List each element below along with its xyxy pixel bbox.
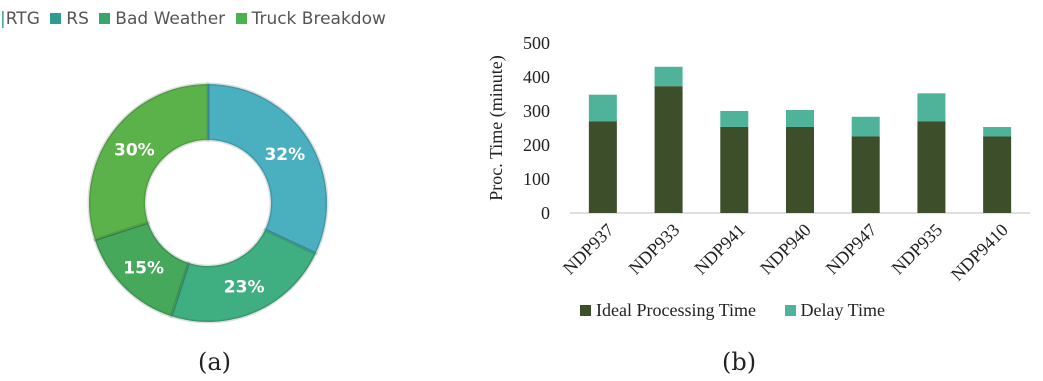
bar-segment bbox=[983, 136, 1012, 213]
bar-segment bbox=[786, 126, 814, 213]
legend-label-delay: Delay Time bbox=[800, 300, 886, 320]
bar-segment bbox=[851, 136, 880, 213]
bar-segment bbox=[983, 126, 1012, 137]
donut-slice-label: 32% bbox=[264, 145, 305, 165]
donut-chart-panel: |RTG RS Bad Weather Truck Breakdow 32% 23… bbox=[0, 0, 440, 381]
donut-legend-item: RS bbox=[50, 9, 89, 29]
x-tick-label: NDP933 bbox=[625, 220, 684, 279]
x-tick-label: NDP937 bbox=[559, 220, 618, 279]
bar-segment bbox=[654, 66, 683, 87]
bar-segment bbox=[720, 126, 749, 213]
bar-segment bbox=[917, 121, 946, 213]
legend-label-ideal: Ideal Processing Time bbox=[596, 300, 756, 320]
donut-slice bbox=[169, 227, 318, 324]
bar-segment bbox=[588, 94, 617, 122]
x-tick-label: NDP941 bbox=[690, 220, 749, 279]
donut-slice bbox=[206, 82, 329, 256]
bar-segment bbox=[786, 109, 814, 127]
y-tick-label: 100 bbox=[523, 169, 550, 189]
legend-label-truck-breakdown: Truck Breakdow bbox=[251, 9, 386, 29]
bar-segment bbox=[917, 93, 946, 122]
bar-legend: Ideal Processing Time Delay Time bbox=[580, 300, 909, 321]
stacked-bar-chart: 0 100 200 300 400 500 Proc. Time (minute) NDP93… bbox=[486, 33, 1030, 285]
y-tick-label: 500 bbox=[523, 33, 550, 53]
y-tick-label: 400 bbox=[523, 67, 550, 87]
bar-legend-item: Ideal Processing Time bbox=[580, 300, 756, 321]
legend-label-rs: RS bbox=[66, 9, 89, 29]
legend-label-bad-weather: Bad Weather bbox=[115, 9, 226, 29]
x-tick-label: NDP935 bbox=[888, 220, 947, 279]
donut-slice bbox=[92, 220, 191, 319]
bar-segment bbox=[720, 111, 749, 127]
donut-legend-item: Bad Weather bbox=[99, 9, 225, 29]
donut-legend-item: Truck Breakdow bbox=[235, 9, 386, 29]
bar-segment bbox=[654, 86, 683, 213]
y-axis-label: Proc. Time (minute) bbox=[486, 55, 507, 201]
legend-swatch bbox=[784, 305, 796, 316]
bar-legend-item: Delay Time bbox=[784, 300, 886, 321]
x-tick-label: NDP9410 bbox=[947, 220, 1012, 285]
legend-swatch bbox=[235, 13, 247, 24]
legend-swatch bbox=[50, 13, 62, 24]
legend-swatch bbox=[99, 13, 111, 24]
bar-segment bbox=[851, 116, 880, 137]
y-tick-label: 0 bbox=[541, 203, 550, 223]
bar-chart-panel: 0 100 200 300 400 500 Proc. Time (minute) NDP93… bbox=[440, 0, 1043, 381]
y-tick-label: 300 bbox=[523, 101, 550, 121]
caption-b: (b) bbox=[722, 348, 757, 376]
donut-legend: |RTG RS Bad Weather Truck Breakdow bbox=[0, 9, 440, 33]
donut-slice-label: 15% bbox=[123, 258, 164, 278]
donut-chart: 32% 23% 15% 30% bbox=[87, 82, 329, 324]
legend-label: | bbox=[0, 9, 6, 29]
bar-segment bbox=[588, 121, 617, 213]
donut-slice bbox=[87, 82, 210, 242]
x-tick-label: NDP940 bbox=[756, 220, 815, 279]
x-tick-label: NDP947 bbox=[822, 220, 881, 279]
legend-label-rtg: RTG bbox=[5, 9, 40, 29]
y-tick-label: 200 bbox=[523, 135, 550, 155]
caption-a: (a) bbox=[198, 348, 232, 376]
legend-swatch bbox=[580, 305, 591, 316]
donut-slice-label: 23% bbox=[224, 278, 265, 298]
donut-legend-item: |RTG bbox=[0, 9, 40, 29]
donut-slice-label: 30% bbox=[114, 141, 155, 161]
